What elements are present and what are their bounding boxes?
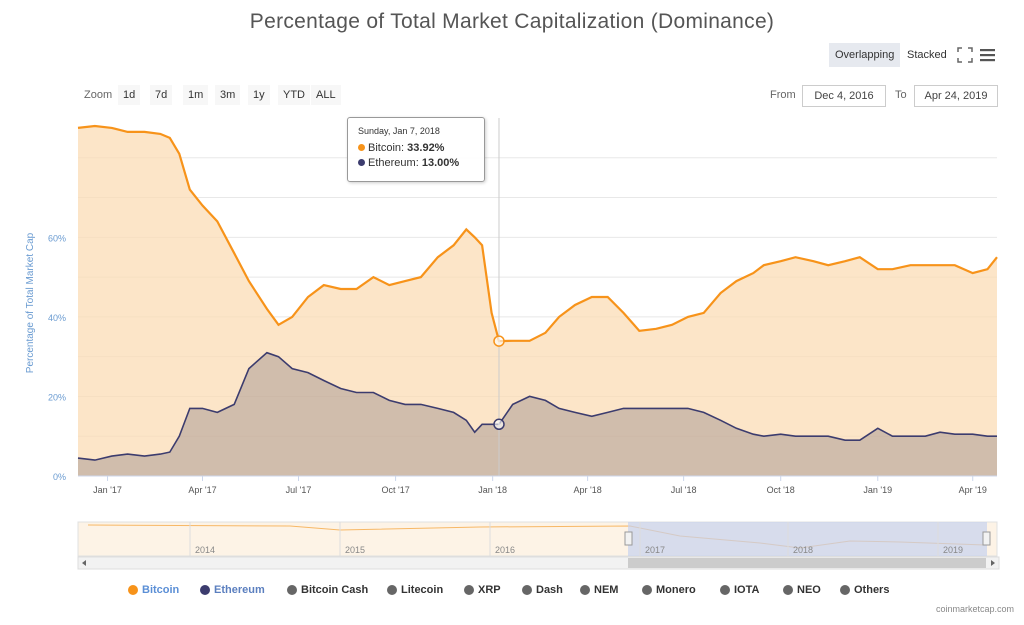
legend-label: NEO bbox=[797, 584, 821, 596]
x-tick-label: Jan '19 bbox=[863, 485, 892, 495]
scrollbar-thumb[interactable] bbox=[628, 558, 986, 568]
credit-link[interactable]: coinmarketcap.com bbox=[935, 604, 1014, 614]
x-tick-label: Jan '17 bbox=[93, 485, 122, 495]
chart-title: Percentage of Total Market Capitalizatio… bbox=[249, 10, 775, 33]
navigator-left-handle[interactable] bbox=[624, 531, 633, 546]
legend-item[interactable]: IOTA bbox=[720, 582, 759, 598]
from-label: From bbox=[770, 89, 796, 101]
tooltip-ethereum-name: Ethereum bbox=[368, 157, 416, 169]
legend-marker-icon bbox=[128, 585, 138, 595]
navigator-year-label: 2017 bbox=[645, 545, 665, 555]
zoom-label: Zoom bbox=[84, 89, 113, 101]
legend-label: IOTA bbox=[734, 584, 760, 596]
zoom-3m-button[interactable]: 3m bbox=[215, 85, 241, 105]
legend-marker-icon bbox=[642, 585, 652, 595]
zoom-1y-button[interactable]: 1y bbox=[248, 85, 270, 105]
ethereum-area bbox=[78, 352, 997, 476]
legend-marker-icon bbox=[200, 585, 210, 595]
overlapping-toggle-button[interactable]: Overlapping bbox=[829, 43, 901, 67]
legend-label: Bitcoin bbox=[142, 584, 180, 596]
y-tick-label: 40% bbox=[48, 313, 66, 323]
x-tick-label: Oct '17 bbox=[381, 485, 409, 495]
legend-marker-icon bbox=[287, 585, 297, 595]
legend-item[interactable]: Bitcoin Cash bbox=[287, 582, 368, 598]
y-tick-label: 20% bbox=[48, 392, 66, 402]
legend-item[interactable]: Others bbox=[840, 582, 889, 598]
ethereum-hover-marker bbox=[493, 418, 505, 431]
legend-marker-icon bbox=[840, 585, 850, 595]
x-tick-label: Apr '18 bbox=[573, 485, 601, 495]
navigator-year-label: 2015 bbox=[345, 545, 365, 555]
legend-marker-icon bbox=[783, 585, 793, 595]
tooltip-ethereum-value: 13.00% bbox=[421, 157, 460, 169]
to-label: To bbox=[895, 89, 907, 101]
x-tick-label: Oct '18 bbox=[767, 485, 795, 495]
legend-item[interactable]: Bitcoin bbox=[128, 582, 179, 598]
bitcoin-area bbox=[78, 126, 997, 476]
navigator-right-handle[interactable] bbox=[982, 531, 991, 546]
ethereum-dot-icon bbox=[358, 159, 365, 166]
tooltip-date: Sunday, Jan 7, 2018 bbox=[358, 126, 440, 136]
y-axis-label: Percentage of Total Market Cap bbox=[25, 232, 36, 373]
zoom-1m-button[interactable]: 1m bbox=[183, 85, 209, 105]
x-tick-label: Apr '19 bbox=[959, 485, 987, 495]
zoom-1d-button[interactable]: 1d bbox=[118, 85, 141, 105]
legend-label: Monero bbox=[656, 584, 696, 596]
stacked-toggle-button[interactable]: Stacked bbox=[907, 49, 947, 61]
navigator-year-label: 2018 bbox=[793, 545, 813, 555]
legend-item[interactable]: Monero bbox=[642, 582, 696, 598]
legend-label: Others bbox=[854, 584, 890, 596]
legend-marker-icon bbox=[464, 585, 474, 595]
legend-label: XRP bbox=[478, 584, 501, 596]
tooltip-ethereum-row: Ethereum: 13.00% bbox=[358, 157, 459, 169]
fullscreen-icon[interactable] bbox=[956, 46, 974, 64]
legend-label: Dash bbox=[536, 584, 563, 596]
bitcoin-dot-icon bbox=[358, 144, 365, 151]
tooltip-bitcoin-value: 33.92% bbox=[407, 142, 445, 154]
from-date-input[interactable]: Dec 4, 2016 bbox=[802, 85, 886, 107]
navigator-year-label: 2016 bbox=[495, 545, 515, 555]
scroll-right-icon[interactable] bbox=[991, 560, 995, 566]
legend-label: Ethereum bbox=[214, 584, 265, 596]
legend-marker-icon bbox=[522, 585, 532, 595]
scroll-left-icon[interactable] bbox=[82, 560, 86, 566]
chart-tooltip: Sunday, Jan 7, 2018 Bitcoin: 33.92% Ethe… bbox=[347, 117, 485, 182]
legend-label: NEM bbox=[594, 584, 619, 596]
legend-label: Litecoin bbox=[401, 584, 444, 596]
navigator-selection bbox=[628, 522, 987, 556]
to-date-input[interactable]: Apr 24, 2019 bbox=[914, 85, 998, 107]
y-tick-label: 60% bbox=[48, 233, 66, 243]
legend-marker-icon bbox=[720, 585, 730, 595]
legend-item[interactable]: Dash bbox=[522, 582, 563, 598]
zoom-ytd-button[interactable]: YTD bbox=[278, 85, 310, 105]
legend-item[interactable]: NEO bbox=[783, 582, 821, 598]
legend-marker-icon bbox=[387, 585, 397, 595]
x-tick-label: Jul '17 bbox=[286, 485, 312, 495]
tooltip-bitcoin-name: Bitcoin bbox=[368, 142, 402, 154]
menu-icon[interactable] bbox=[979, 46, 997, 64]
navigator-year-label: 2019 bbox=[943, 545, 963, 555]
bitcoin-hover-marker bbox=[493, 335, 505, 347]
legend-item[interactable]: Ethereum bbox=[200, 582, 265, 598]
x-tick-label: Apr '17 bbox=[188, 485, 216, 495]
ethereum-line bbox=[77, 351, 997, 461]
legend-item[interactable]: NEM bbox=[580, 582, 618, 598]
legend-marker-icon bbox=[580, 585, 590, 595]
navigator-year-label: 2014 bbox=[195, 545, 215, 555]
zoom-all-button[interactable]: ALL bbox=[311, 85, 341, 105]
x-tick-label: Jan '18 bbox=[478, 485, 507, 495]
x-tick-label: Jul '18 bbox=[671, 485, 697, 495]
y-tick-label: 0% bbox=[53, 472, 66, 482]
zoom-7d-button[interactable]: 7d bbox=[150, 85, 173, 105]
legend-item[interactable]: XRP bbox=[464, 582, 501, 598]
bitcoin-line bbox=[77, 124, 998, 343]
tooltip-bitcoin-row: Bitcoin: 33.92% bbox=[358, 142, 444, 154]
legend-item[interactable]: Litecoin bbox=[387, 582, 443, 598]
legend-label: Bitcoin Cash bbox=[301, 584, 369, 596]
